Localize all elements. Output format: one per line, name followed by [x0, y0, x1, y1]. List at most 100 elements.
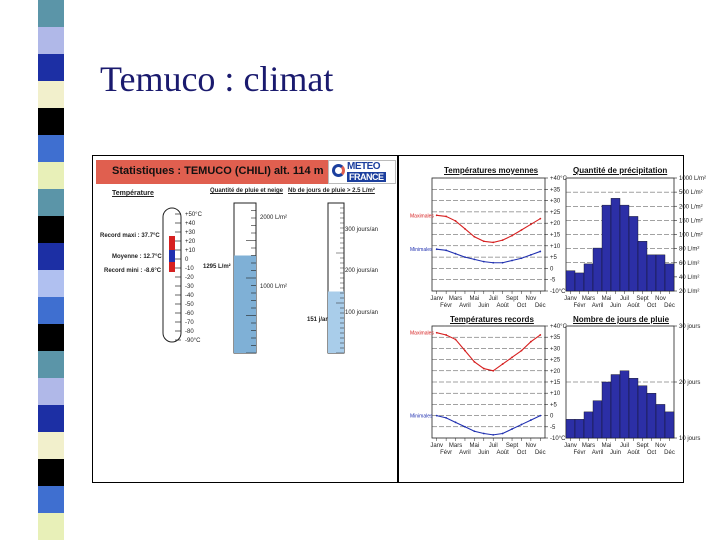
thermometer-tick-label: -60	[185, 311, 194, 317]
x-tick-label: Avril	[459, 303, 471, 309]
y-tick-label: -10°C	[550, 289, 566, 295]
series-point	[492, 369, 495, 372]
thermometer-tick-label: -20	[185, 275, 194, 281]
x-tick-label: Nov	[526, 443, 537, 449]
series-line-maximales	[436, 214, 541, 243]
slide-title: Temuco : climat	[100, 59, 334, 99]
precip-value: 1295 L/m²	[203, 264, 231, 270]
x-tick-label: Avril	[592, 450, 604, 456]
logo-text-line1: METEO	[347, 161, 381, 172]
y-tick-label: 200 L/m²	[679, 204, 703, 210]
x-tick-label: Mars	[582, 296, 595, 302]
series-point	[482, 240, 485, 243]
y-tick-label: +5	[550, 255, 558, 261]
precip-tick-2000: 2000 L/m²	[260, 215, 288, 221]
x-tick-label: Déc	[664, 450, 675, 456]
series-point	[520, 229, 523, 231]
series-point	[539, 250, 542, 253]
x-tick-label: Juil	[620, 443, 629, 449]
series-point	[482, 367, 485, 370]
series-point	[492, 241, 495, 244]
thermometer-tick-label: +10	[185, 248, 196, 254]
x-tick-label: Mars	[449, 443, 462, 449]
y-tick-label: +20	[550, 221, 561, 227]
bar	[610, 198, 621, 292]
series-point	[520, 349, 523, 352]
precip-fill	[234, 255, 256, 353]
series-point	[473, 235, 476, 238]
strip-block	[38, 216, 64, 243]
record-min-label: Record mini : -8.6°C	[104, 268, 162, 274]
rain-days-value: 151 j/an	[307, 317, 330, 323]
series-point	[529, 223, 532, 226]
series-point	[445, 215, 448, 218]
bar	[601, 381, 612, 439]
x-tick-label: Sept	[506, 443, 519, 449]
precip-heading: Quantité de pluie et neige	[210, 188, 284, 194]
x-tick-label: Août	[496, 303, 509, 309]
x-tick-label: Févr	[574, 303, 586, 309]
series-point	[454, 421, 457, 424]
series-point	[445, 416, 448, 419]
precip-tick-1000: 1000 L/m²	[260, 284, 288, 290]
thermometer-tick-label: 0	[185, 257, 189, 263]
x-tick-label: Janv	[430, 296, 443, 302]
y-tick-label: +5	[550, 402, 558, 408]
logo-text-line2: FRANCE	[347, 172, 386, 182]
strip-block	[38, 459, 64, 486]
strip-block	[38, 81, 64, 108]
series-point	[435, 214, 438, 217]
strip-block	[38, 432, 64, 459]
x-tick-label: Juil	[489, 296, 498, 302]
x-tick-label: Août	[627, 303, 640, 309]
bar	[655, 404, 666, 439]
series-point	[454, 252, 457, 255]
x-tick-label: Août	[496, 450, 509, 456]
y-tick-label: 30 jours	[679, 324, 700, 330]
rain-days-tick-300: 300 jours/an	[345, 227, 379, 233]
y-tick-label: +30	[550, 199, 561, 205]
x-tick-label: Déc	[535, 303, 546, 309]
thermometer-mercury-blue	[169, 250, 175, 262]
x-tick-label: Mai	[602, 443, 612, 449]
thermometer-tick-label: -50	[185, 302, 194, 308]
bar	[583, 263, 594, 292]
x-tick-label: Nov	[655, 443, 666, 449]
series-point	[520, 257, 523, 260]
series-point	[473, 258, 476, 261]
strip-block	[38, 378, 64, 405]
bar	[574, 272, 585, 292]
thermometer-tick-label: +20	[185, 239, 196, 245]
x-tick-label: Avril	[459, 450, 471, 456]
x-tick-label: Févr	[440, 303, 452, 309]
bar	[610, 374, 621, 439]
series-point	[539, 414, 542, 417]
series-point	[492, 433, 495, 436]
chart-3: 30 jours 20 jours 10 jours Janv Mars Mai Juil S…	[564, 324, 700, 456]
bar	[601, 204, 612, 292]
series-point	[539, 217, 542, 220]
y-tick-label: +10	[550, 391, 561, 397]
x-tick-label: Juin	[610, 450, 621, 456]
series-point	[492, 261, 495, 264]
chart-title-rain-days: Nombre de jours de pluie	[573, 315, 670, 324]
strip-block	[38, 270, 64, 297]
y-tick-label: +15	[550, 380, 561, 386]
series-point	[464, 349, 466, 352]
series-point	[435, 248, 438, 251]
y-tick-label: 500 L/m²	[679, 190, 703, 196]
strip-block	[38, 0, 64, 27]
bar	[637, 385, 648, 439]
thermometer-tick-label: +50°C	[185, 212, 203, 218]
series-point	[511, 259, 513, 262]
series-point	[482, 260, 485, 263]
strip-block	[38, 297, 64, 324]
y-tick-label: 100 L/m²	[679, 233, 703, 239]
legend-minimales: Minimales	[410, 414, 433, 420]
y-tick-label: -5	[550, 425, 556, 431]
chart-1: 1000 L/m² 500 L/m² 200 L/m² 150 L/m² 100 L/m…	[564, 176, 706, 309]
bar	[628, 216, 639, 292]
y-tick-label: +10	[550, 244, 561, 250]
series-point	[501, 432, 504, 435]
